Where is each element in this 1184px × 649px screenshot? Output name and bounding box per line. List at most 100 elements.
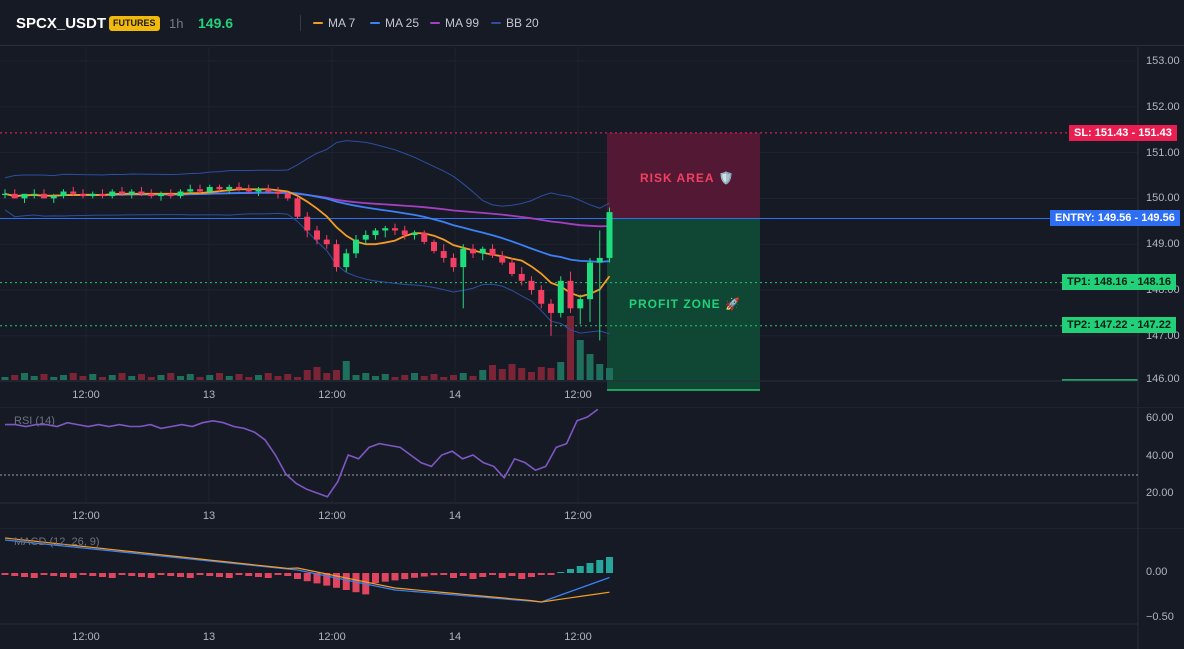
time-axis-label: 14 (448, 389, 462, 401)
time-axis-label: 12:00 (564, 510, 592, 522)
price-axis-label: 152.00 (1146, 101, 1180, 113)
candle-body (460, 248, 467, 268)
volume-bar (138, 374, 145, 380)
rsi-pane[interactable]: RSI (14) 60.00 40.00 20.00 12:00 13 12:0… (0, 407, 1184, 528)
tp2-price-tag: TP2: 147.22 - 147.22 (1062, 317, 1176, 333)
volume-bar (274, 376, 282, 380)
candle-body (353, 239, 359, 254)
candle-body (21, 193, 28, 199)
volume-bar (440, 377, 448, 380)
macd-histogram-bar (381, 573, 389, 582)
entry-price-tag: ENTRY: 149.56 - 149.56 (1050, 210, 1180, 226)
macd-histogram-bar (450, 573, 457, 578)
macd-histogram-bar (235, 573, 243, 575)
macd-chart-canvas[interactable] (0, 528, 1184, 649)
volume-bar (459, 373, 467, 380)
candle-body (606, 212, 613, 258)
legend-ma99[interactable]: MA 99 (430, 16, 479, 30)
volume-bar (284, 374, 292, 380)
macd-histogram-bar (60, 573, 67, 577)
candle-body (411, 232, 418, 236)
volume-bar (157, 375, 165, 380)
candle-body (596, 257, 603, 263)
macd-histogram-bar (284, 573, 292, 576)
candle-body (362, 235, 369, 240)
risk-zone (607, 132, 760, 219)
candle-body (206, 186, 213, 192)
price-axis-label: 151.00 (1146, 147, 1180, 159)
candle-body (567, 280, 574, 309)
candle-body (401, 230, 408, 236)
rsi-chart-canvas[interactable] (0, 407, 1184, 528)
candle-body (177, 191, 184, 197)
macd-histogram-bar (264, 573, 272, 578)
volume-bar (333, 370, 340, 380)
macd-histogram-bar (586, 563, 594, 573)
symbol-name[interactable]: SPCX_USDT (16, 15, 107, 32)
futures-badge: FUTURES (109, 16, 160, 31)
macd-histogram-bar (557, 572, 565, 573)
volume-bar (50, 377, 58, 380)
candle-body (89, 193, 96, 197)
interval-selector[interactable]: 1h (169, 16, 184, 31)
volume-bar (430, 374, 438, 380)
volume-bar (352, 375, 360, 380)
volume-bar (30, 376, 38, 380)
macd-histogram-bar (508, 573, 516, 576)
sl-price-tag: SL: 151.43 - 151.43 (1069, 125, 1177, 141)
macd-histogram-bar (606, 557, 613, 573)
macd-histogram-bar (372, 573, 379, 583)
volume-bar (128, 376, 136, 380)
volume-bar (99, 377, 106, 380)
legend-ma7[interactable]: MA 7 (313, 16, 355, 30)
candle-body (372, 230, 379, 236)
macd-histogram-bar (518, 573, 526, 579)
signal-line (4, 537, 610, 603)
ma7-swatch (313, 22, 323, 24)
ma25-swatch (370, 22, 380, 24)
candle-body (158, 193, 164, 197)
volume-bar (303, 370, 311, 380)
macd-pane[interactable]: MACD (12, 26, 9) 0.00 −0.50 12:00 13 12:… (0, 528, 1184, 649)
volume-bar (576, 340, 584, 380)
candle-body (148, 193, 155, 197)
rsi-axis-label: 20.00 (1146, 487, 1174, 499)
candle-body (343, 253, 350, 268)
volume-bar (323, 373, 331, 380)
risk-area-label: RISK AREA 🛡️ (640, 171, 735, 185)
price-axis-label: 149.00 (1146, 238, 1180, 250)
macd-histogram-bar (196, 573, 204, 575)
candle-body (440, 251, 447, 258)
volume-bar (60, 375, 67, 380)
macd-histogram-bar (547, 573, 555, 575)
volume-bar (186, 374, 194, 380)
price-chart-canvas[interactable] (0, 47, 1184, 406)
candle-body (50, 196, 57, 199)
macd-histogram-bar (469, 573, 477, 579)
volume-bar (11, 375, 19, 380)
candle-body (70, 191, 77, 194)
chart-header: SPCX_USDT FUTURES 1h 149.6 MA 7 MA 25 MA… (0, 0, 1184, 46)
legend-bb20[interactable]: BB 20 (491, 16, 539, 30)
macd-histogram-bar (401, 573, 409, 580)
candle-body (80, 193, 86, 197)
price-axis-label: 146.00 (1146, 373, 1180, 385)
macd-histogram-bar (333, 573, 340, 588)
candle-body (41, 193, 47, 199)
macd-histogram-bar (489, 573, 496, 575)
macd-histogram-bar (11, 573, 19, 576)
candle-body (304, 216, 311, 231)
macd-histogram-bar (323, 573, 331, 586)
macd-histogram-bar (411, 573, 418, 578)
price-pane[interactable]: 153.00 152.00 151.00 150.00 149.00 148.0… (0, 47, 1184, 406)
candle-body (382, 228, 389, 231)
candle-body (275, 191, 281, 194)
macd-histogram-bar (420, 573, 428, 577)
rsi-axis-label: 40.00 (1146, 450, 1174, 462)
candle-body (421, 232, 428, 242)
legend-ma25[interactable]: MA 25 (370, 16, 419, 30)
macd-histogram-bar (177, 573, 184, 577)
legend-ma99-label: MA 99 (445, 16, 480, 30)
candle-body (323, 239, 330, 245)
macd-histogram-bar (21, 573, 28, 577)
